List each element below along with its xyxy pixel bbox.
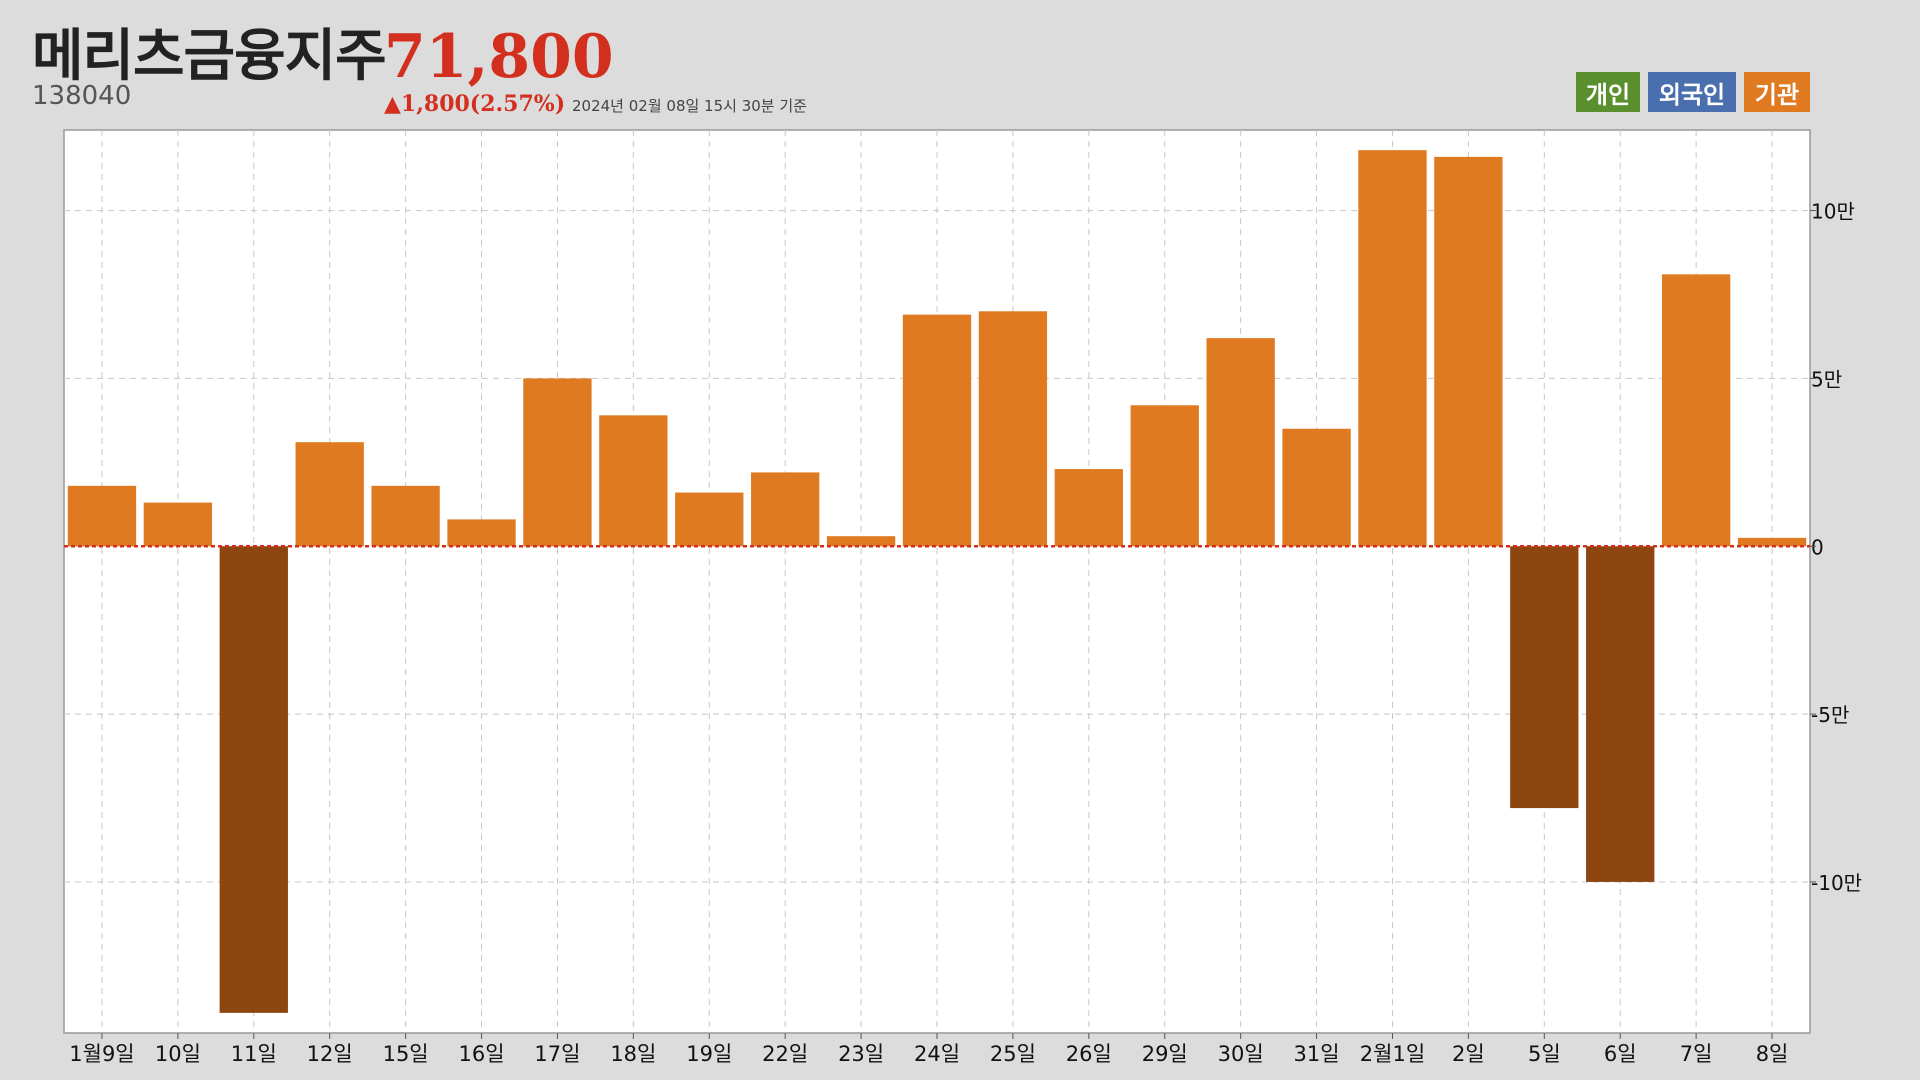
bar xyxy=(978,311,1048,547)
bar xyxy=(219,546,288,1013)
bar xyxy=(1510,546,1579,809)
y-tick-label: 0 xyxy=(1811,535,1824,559)
y-tick-label: -10만 xyxy=(1811,871,1862,895)
bar xyxy=(1054,469,1123,547)
as-of-timestamp: 2024년 02월 08일 15시 30분 기준 xyxy=(572,97,807,115)
legend-individual-button[interactable]: 개인 xyxy=(1576,72,1640,112)
y-tick-label: 5만 xyxy=(1811,367,1842,391)
bar xyxy=(1661,274,1731,547)
y-tick-label: -5만 xyxy=(1811,703,1849,727)
x-tick-label: 18일 xyxy=(610,1042,656,1066)
bar xyxy=(1586,546,1655,882)
bar xyxy=(675,492,744,547)
x-tick-label: 29일 xyxy=(1142,1042,1188,1066)
bar xyxy=(523,378,592,547)
current-price: 71,800 xyxy=(384,22,614,92)
bar xyxy=(447,519,516,547)
x-tick-label: 30일 xyxy=(1218,1042,1264,1066)
x-tick-label: 11일 xyxy=(231,1042,277,1066)
bar xyxy=(295,442,364,547)
x-tick-label: 2일 xyxy=(1452,1042,1485,1066)
legend-institution-button[interactable]: 기관 xyxy=(1744,72,1810,112)
bar xyxy=(902,314,972,547)
bar xyxy=(1130,405,1199,547)
x-tick-label: 10일 xyxy=(155,1042,201,1066)
x-tick-label: 26일 xyxy=(1066,1042,1112,1066)
x-tick-label: 2월1일 xyxy=(1360,1042,1425,1066)
x-tick-label: 31일 xyxy=(1294,1042,1340,1066)
bar xyxy=(1206,338,1275,547)
bar xyxy=(599,415,668,547)
bar xyxy=(826,536,896,547)
bar xyxy=(751,472,820,547)
x-tick-label: 16일 xyxy=(458,1042,504,1066)
x-tick-label: 19일 xyxy=(686,1042,732,1066)
x-tick-label: 1월9일 xyxy=(69,1042,134,1066)
x-tick-label: 7일 xyxy=(1680,1042,1713,1066)
stock-code: 138040 xyxy=(32,81,132,111)
x-tick-label: 25일 xyxy=(990,1042,1036,1066)
bar xyxy=(1434,156,1503,547)
bar xyxy=(371,485,440,547)
bar xyxy=(1358,150,1427,547)
price-change: ▲1,800(2.57%) xyxy=(384,91,566,117)
bar xyxy=(1282,428,1351,547)
stock-name: 메리츠금융지주 xyxy=(32,24,387,89)
x-tick-label: 5일 xyxy=(1528,1042,1561,1066)
bar xyxy=(1737,537,1807,547)
bar xyxy=(143,502,213,547)
x-tick-label: 17일 xyxy=(534,1042,580,1066)
x-tick-label: 24일 xyxy=(914,1042,960,1066)
bar xyxy=(67,485,137,547)
x-tick-label: 8일 xyxy=(1756,1042,1789,1066)
x-tick-label: 15일 xyxy=(383,1042,429,1066)
legend-foreign-button[interactable]: 외국인 xyxy=(1648,72,1736,112)
x-tick-label: 22일 xyxy=(762,1042,808,1066)
x-tick-label: 12일 xyxy=(307,1042,353,1066)
x-tick-label: 6일 xyxy=(1604,1042,1637,1066)
x-tick-label: 23일 xyxy=(838,1042,884,1066)
y-tick-label: 10만 xyxy=(1811,200,1855,224)
